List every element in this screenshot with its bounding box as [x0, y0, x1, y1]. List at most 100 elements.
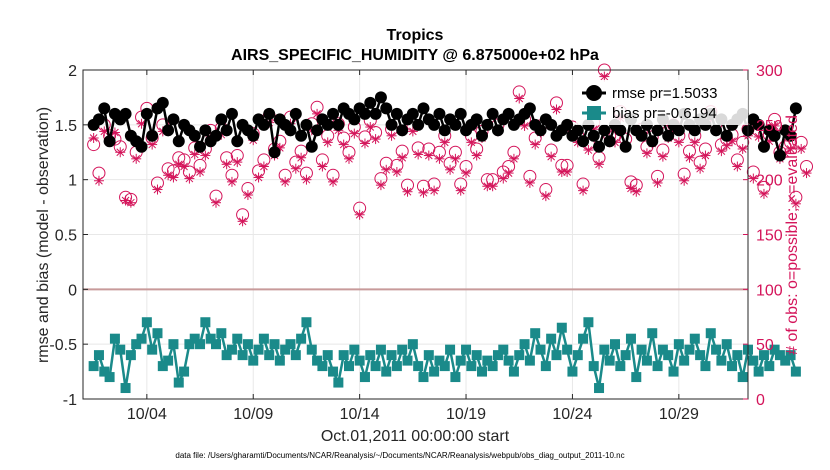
cross-stroke: [541, 192, 550, 200]
cross-stroke: [371, 135, 380, 143]
bias-point: [668, 366, 679, 377]
evaluated-obs-point: [684, 152, 695, 163]
rmse-point: [300, 118, 313, 131]
evaluated-obs-point: [455, 185, 466, 196]
bias-point: [242, 339, 253, 350]
cross-stroke: [701, 151, 710, 160]
cross-stroke: [382, 165, 391, 174]
rmse-point: [327, 107, 340, 120]
rmse-point: [92, 113, 105, 126]
bias-point: [663, 350, 674, 361]
bias-point: [657, 344, 668, 355]
cross-stroke: [201, 151, 210, 160]
cross-stroke: [690, 138, 699, 147]
bias-point: [594, 383, 605, 394]
rmse-point: [417, 102, 430, 115]
evaluated-obs-point: [679, 175, 690, 186]
rmse-point: [146, 129, 159, 142]
evaluated-obs-point: [131, 153, 142, 164]
rmse-point: [720, 129, 733, 142]
bias-point: [365, 350, 376, 361]
bias-point: [136, 333, 147, 344]
bias-point: [195, 339, 206, 350]
evaluated-obs-point: [695, 163, 706, 174]
evaluated-obs-point: [253, 172, 264, 183]
bias-point: [487, 361, 498, 372]
evaluated-obs-point: [391, 166, 402, 177]
rmse-point: [194, 140, 207, 153]
bias-point: [184, 339, 195, 350]
evaluated-obs-point: [487, 181, 498, 192]
bias-point: [418, 372, 429, 383]
bias-point: [296, 333, 307, 344]
rmse-point: [284, 124, 297, 137]
y-left-tick-label-1: -0.5: [49, 337, 77, 354]
bias-point: [381, 366, 392, 377]
bias-point: [546, 333, 557, 344]
rmse-point: [470, 113, 483, 126]
bias-point: [248, 355, 259, 366]
legend-bias-marker: [587, 106, 601, 120]
cross-stroke: [132, 154, 141, 163]
evaluated-obs-point: [211, 197, 221, 208]
rmse-point: [752, 118, 765, 131]
evaluated-obs-point: [721, 140, 732, 151]
bias-point: [221, 350, 232, 361]
cross-stroke: [632, 187, 641, 196]
evaluated-obs-point: [508, 153, 519, 164]
rmse-point: [561, 118, 574, 131]
rmse-point: [476, 129, 488, 142]
evaluated-obs-point: [530, 139, 541, 150]
evaluated-obs-point: [232, 157, 243, 168]
evaluated-obs-point: [317, 161, 328, 172]
bias-point: [711, 344, 722, 355]
evaluated-obs-point: [540, 191, 551, 202]
cross-stroke: [185, 174, 194, 183]
rmse-point: [406, 107, 419, 120]
cross-stroke: [318, 162, 327, 171]
rmse-point: [225, 107, 238, 120]
cross-stroke: [733, 162, 742, 171]
bias-point: [258, 333, 269, 344]
evaluated-obs-point: [737, 143, 748, 154]
rmse-point: [571, 124, 584, 137]
cross-stroke: [398, 153, 407, 162]
evaluated-obs-point: [88, 132, 99, 143]
evaluated-obs-point: [758, 188, 769, 199]
cross-stroke: [419, 188, 428, 197]
bias-point: [125, 350, 136, 361]
bias-point: [226, 344, 237, 355]
cross-stroke: [520, 122, 529, 130]
cross-stroke: [89, 134, 98, 142]
y-left-tick-label-3: 0.5: [55, 228, 77, 245]
cross-stroke: [440, 138, 449, 147]
rmse-point: [289, 107, 302, 120]
evaluated-obs-point: [418, 187, 429, 198]
cross-stroke: [526, 179, 534, 187]
cross-stroke: [680, 176, 689, 185]
rmse-point: [662, 129, 675, 142]
bias-point: [99, 366, 110, 377]
bias-point: [647, 328, 658, 339]
evaluated-obs-point: [168, 172, 179, 183]
bias-point: [120, 383, 131, 394]
evaluated-obs-point: [551, 104, 562, 115]
rmse-point: [481, 118, 494, 131]
bias-point: [482, 355, 493, 366]
bias-point: [397, 344, 408, 355]
bias-point: [764, 361, 775, 372]
cross-stroke: [643, 149, 651, 158]
rmse-point: [231, 135, 244, 148]
cross-stroke: [111, 128, 119, 137]
rmse-point: [491, 124, 504, 137]
legend-background: [576, 80, 748, 125]
cross-stroke: [722, 141, 731, 150]
rmse-point: [438, 124, 451, 137]
bias-point: [753, 366, 764, 377]
rmse-point: [433, 107, 446, 120]
rmse-point: [486, 107, 499, 120]
y-left-tick-label-5: 1.5: [55, 118, 77, 135]
evaluated-obs-point: [242, 190, 253, 201]
bias-point: [530, 328, 541, 339]
rmse-point: [380, 102, 393, 115]
